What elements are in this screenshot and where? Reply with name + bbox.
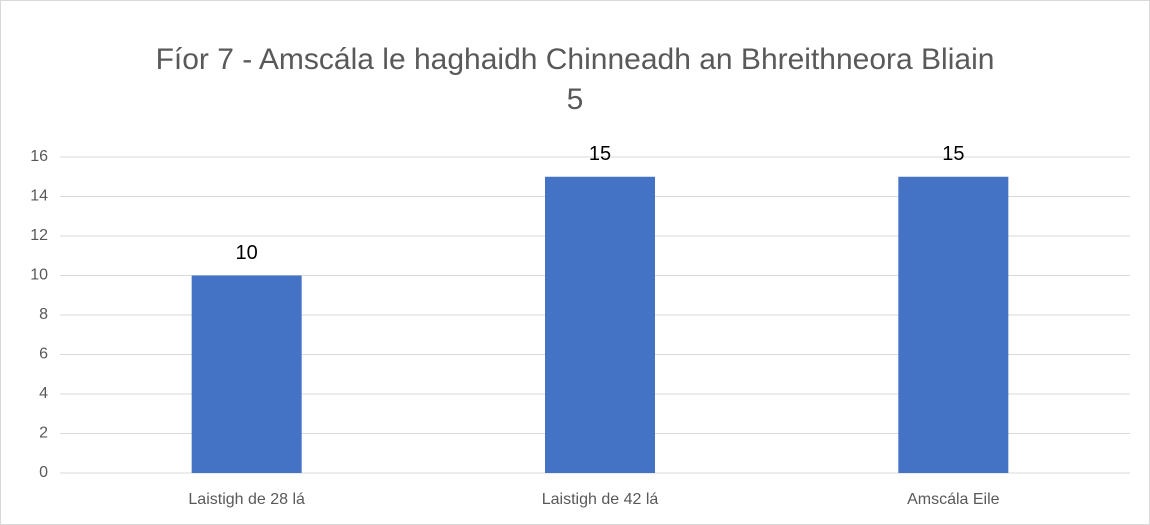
y-tick-label: 16 — [30, 148, 48, 165]
y-tick-label: 12 — [30, 227, 48, 244]
y-tick-label: 8 — [39, 306, 48, 323]
x-tick-label: Amscála Eile — [907, 491, 1000, 508]
y-tick-label: 14 — [30, 188, 48, 205]
data-label: 15 — [942, 143, 964, 165]
y-tick-label: 10 — [30, 267, 48, 284]
y-tick-label: 4 — [39, 385, 48, 402]
x-tick-label: Laistigh de 42 lá — [542, 491, 659, 508]
y-tick-label: 6 — [39, 346, 48, 363]
bar — [898, 176, 1009, 473]
bar — [191, 275, 302, 473]
data-label: 15 — [589, 143, 611, 165]
x-tick-label: Laistigh de 28 lá — [188, 491, 305, 508]
y-tick-label: 0 — [39, 464, 48, 481]
y-tick-label: 2 — [39, 425, 48, 442]
chart-title: Fíor 7 - Amscála le haghaidh Chinneadh a… — [155, 43, 995, 116]
data-label: 10 — [236, 242, 258, 264]
bar — [545, 176, 655, 473]
